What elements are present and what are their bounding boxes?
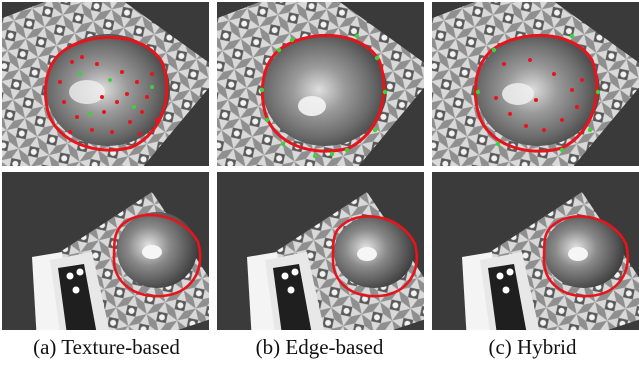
panel-b-top — [217, 2, 424, 166]
crystal-photo-c-top — [432, 2, 639, 166]
crystal-photo-b-top — [217, 2, 424, 166]
edge-feature-points — [259, 33, 388, 159]
tracking-contour — [542, 215, 629, 298]
tracking-contour — [473, 34, 599, 153]
tracking-contour — [112, 213, 202, 298]
tracking-contour — [260, 34, 386, 153]
panel-a-bottom — [2, 172, 209, 330]
texture-feature-points — [58, 55, 159, 136]
caption-edge-based: (b) Edge-based — [255, 335, 384, 359]
panel-c-bottom — [432, 172, 639, 330]
caption-texture-based: (a) Texture-based — [33, 335, 180, 359]
crystal-photo-c-bottom — [432, 172, 639, 330]
edge-feature-points — [475, 33, 601, 153]
caption-hybrid: (c) Hybrid — [488, 335, 577, 359]
panel-c-top — [432, 2, 639, 166]
tracking-contour — [331, 215, 418, 298]
crystal-photo-b-bottom — [217, 172, 424, 330]
crystal-photo-a-top — [2, 2, 209, 166]
crystal-photo-a-bottom — [2, 172, 209, 330]
edge-feature-points — [78, 72, 154, 116]
panel-a-top — [2, 2, 209, 166]
tracking-contour — [44, 36, 169, 152]
texture-feature-points — [494, 58, 584, 132]
panel-b-bottom — [217, 172, 424, 330]
